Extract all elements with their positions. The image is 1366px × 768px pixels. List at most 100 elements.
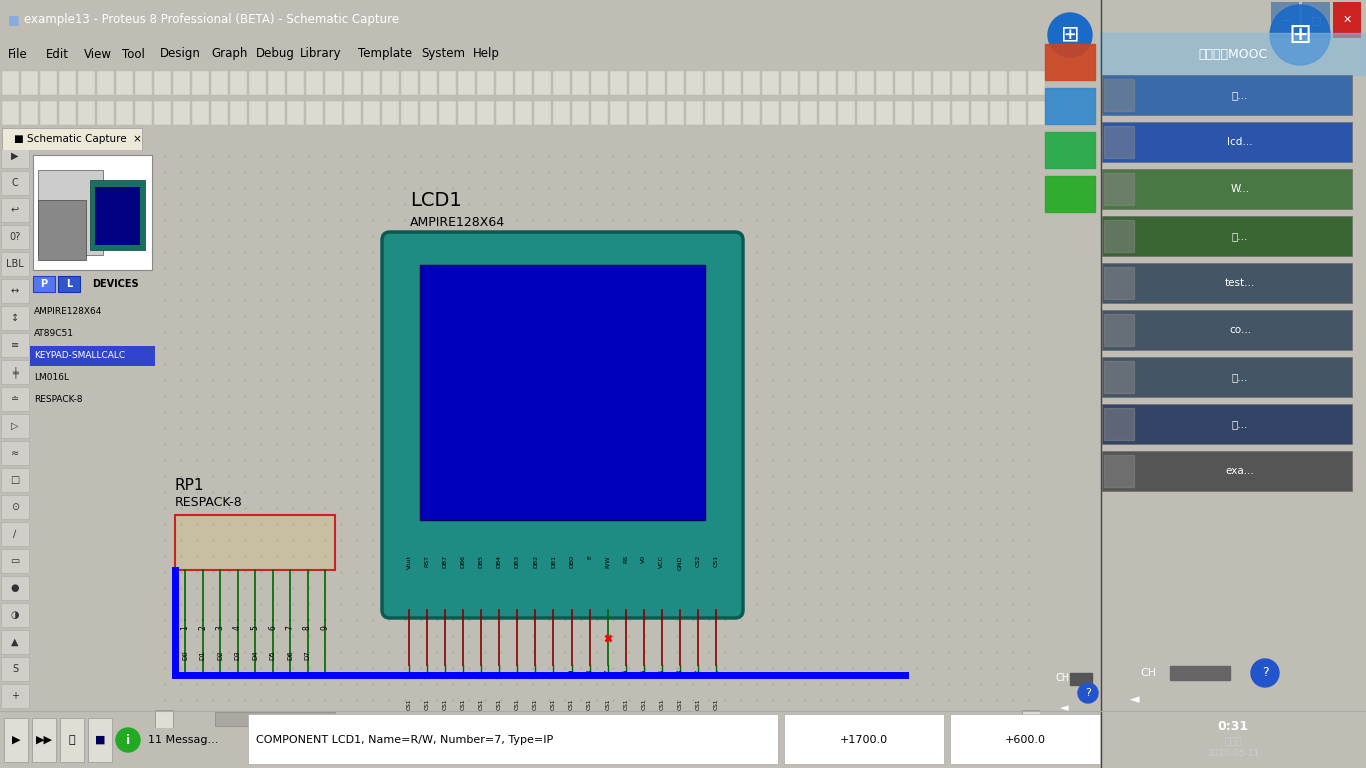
Bar bbox=[611, 101, 627, 125]
Circle shape bbox=[116, 728, 139, 752]
Text: 7: 7 bbox=[605, 670, 611, 674]
Bar bbox=[743, 101, 759, 125]
Text: CS1: CS1 bbox=[407, 698, 411, 710]
Bar bbox=[31, 718, 56, 762]
FancyBboxPatch shape bbox=[382, 232, 743, 618]
Text: 2: 2 bbox=[198, 625, 208, 630]
Bar bbox=[1270, 2, 1299, 38]
Bar bbox=[38, 170, 102, 255]
Bar bbox=[762, 71, 779, 95]
Text: Debug: Debug bbox=[255, 48, 295, 61]
Bar bbox=[933, 71, 949, 95]
Text: 3: 3 bbox=[216, 625, 224, 630]
Circle shape bbox=[1251, 659, 1279, 687]
Bar bbox=[1, 495, 29, 519]
Bar bbox=[496, 71, 514, 95]
Bar bbox=[60, 718, 83, 762]
Text: DB0: DB0 bbox=[570, 555, 574, 568]
Bar bbox=[1, 657, 29, 681]
Text: D4: D4 bbox=[251, 650, 258, 660]
Bar bbox=[135, 101, 152, 125]
Bar bbox=[686, 71, 703, 95]
Text: lcd...: lcd... bbox=[1227, 137, 1253, 147]
Text: CS1: CS1 bbox=[660, 698, 664, 710]
Text: 15: 15 bbox=[460, 670, 466, 679]
Bar bbox=[1, 549, 29, 573]
Bar bbox=[800, 101, 817, 125]
Bar bbox=[1045, 132, 1096, 168]
Text: 收...: 收... bbox=[1232, 419, 1249, 429]
Bar bbox=[402, 101, 418, 125]
Bar bbox=[175, 515, 335, 570]
Text: CS1: CS1 bbox=[713, 555, 719, 567]
Text: 学...: 学... bbox=[1232, 90, 1249, 100]
Text: ─: ─ bbox=[1281, 15, 1288, 25]
Bar bbox=[971, 71, 988, 95]
Bar bbox=[1, 360, 29, 384]
Bar bbox=[876, 71, 893, 95]
Text: D7: D7 bbox=[305, 650, 310, 660]
Bar bbox=[628, 101, 646, 125]
Text: 4: 4 bbox=[658, 670, 665, 674]
Text: 12: 12 bbox=[515, 670, 520, 679]
Bar bbox=[895, 101, 912, 125]
Bar bbox=[1333, 2, 1361, 38]
Bar bbox=[611, 71, 627, 95]
Bar bbox=[1, 603, 29, 627]
Text: 9: 9 bbox=[321, 625, 329, 630]
Text: Vout: Vout bbox=[407, 555, 411, 569]
Text: DEVICES: DEVICES bbox=[92, 279, 138, 289]
Text: File: File bbox=[8, 48, 27, 61]
Bar bbox=[87, 718, 112, 762]
Bar bbox=[990, 101, 1007, 125]
Text: Edit: Edit bbox=[46, 48, 70, 61]
Text: KEYPAD-SMALLCALC: KEYPAD-SMALLCALC bbox=[34, 352, 126, 360]
Bar bbox=[382, 71, 399, 95]
Bar bbox=[458, 71, 475, 95]
Bar bbox=[90, 180, 145, 250]
Text: GND: GND bbox=[678, 555, 683, 570]
Text: RP1: RP1 bbox=[175, 478, 205, 492]
Text: RESPACK-8: RESPACK-8 bbox=[175, 496, 243, 509]
Text: CS1: CS1 bbox=[497, 698, 501, 710]
Text: i: i bbox=[126, 733, 130, 746]
Bar bbox=[1302, 2, 1330, 38]
Text: CS1: CS1 bbox=[570, 698, 574, 710]
Text: ?: ? bbox=[1262, 667, 1268, 680]
Text: ■: ■ bbox=[94, 735, 105, 745]
Text: CS1: CS1 bbox=[443, 698, 448, 710]
Bar bbox=[59, 101, 76, 125]
Bar bbox=[724, 71, 740, 95]
Bar bbox=[419, 71, 437, 95]
Text: CS1: CS1 bbox=[605, 698, 611, 710]
Text: 3: 3 bbox=[678, 670, 683, 674]
Bar bbox=[96, 187, 139, 245]
Bar bbox=[287, 71, 305, 95]
Bar bbox=[1104, 79, 1134, 111]
Text: 18: 18 bbox=[406, 670, 413, 679]
Bar bbox=[1, 198, 29, 222]
Text: View: View bbox=[83, 48, 112, 61]
Bar bbox=[762, 101, 779, 125]
Bar bbox=[33, 276, 55, 292]
Text: DB6: DB6 bbox=[460, 555, 466, 568]
Bar bbox=[647, 71, 665, 95]
Text: Template: Template bbox=[358, 48, 411, 61]
Bar bbox=[534, 71, 550, 95]
Text: Library: Library bbox=[301, 48, 342, 61]
Bar bbox=[781, 71, 798, 95]
Bar bbox=[4, 718, 27, 762]
Text: ⊙: ⊙ bbox=[11, 502, 19, 512]
Bar bbox=[1, 144, 29, 168]
Bar bbox=[686, 101, 703, 125]
Bar bbox=[1102, 451, 1352, 491]
Text: ■: ■ bbox=[8, 14, 19, 27]
Bar bbox=[325, 101, 342, 125]
Text: +: + bbox=[11, 691, 19, 701]
Text: 1: 1 bbox=[180, 625, 190, 630]
Text: CS1: CS1 bbox=[478, 698, 484, 710]
Bar bbox=[1009, 101, 1026, 125]
Text: 0:31: 0:31 bbox=[1056, 720, 1085, 733]
Bar bbox=[40, 101, 57, 125]
Bar bbox=[591, 71, 608, 95]
